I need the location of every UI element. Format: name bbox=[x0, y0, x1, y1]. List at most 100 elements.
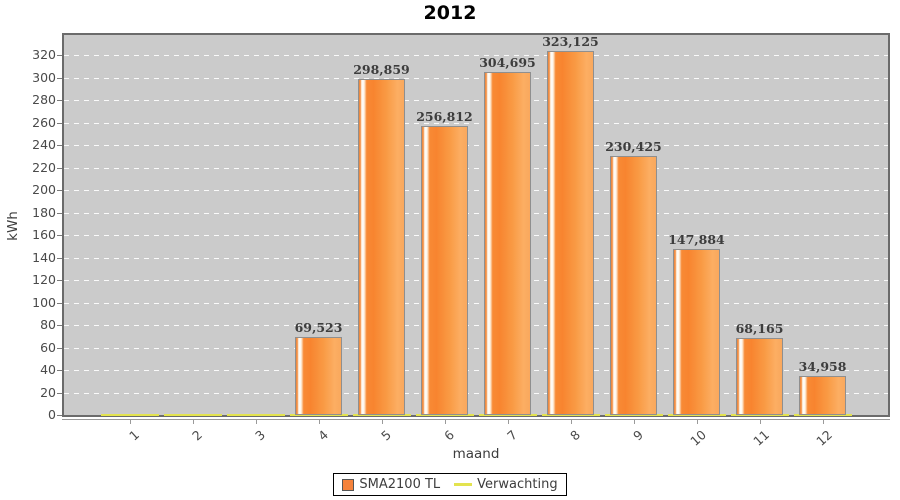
bar-month-12 bbox=[799, 376, 846, 415]
verwachting-segment bbox=[793, 414, 852, 416]
verwachting-segment bbox=[226, 414, 285, 416]
gridline-y260 bbox=[64, 122, 888, 124]
y-tick-mark bbox=[57, 392, 62, 394]
x-axis-title: maand bbox=[452, 446, 500, 462]
gridline-y160 bbox=[64, 235, 888, 236]
y-tick-label: 200 bbox=[32, 182, 56, 197]
y-tick-mark bbox=[57, 77, 62, 79]
gridline-y220 bbox=[64, 167, 888, 169]
legend-label-sma2100: SMA2100 TL bbox=[359, 477, 441, 492]
bar-month-5 bbox=[358, 79, 405, 415]
y-tick-mark bbox=[57, 100, 62, 101]
verwachting-segment bbox=[478, 414, 537, 416]
bar-value-label: 298,859 bbox=[353, 62, 410, 77]
legend-box: SMA2100 TL Verwachting bbox=[333, 473, 567, 496]
y-tick-label: 140 bbox=[32, 249, 56, 265]
bar-series-swatch-icon bbox=[342, 478, 355, 491]
verwachting-segment bbox=[163, 414, 222, 416]
y-tick-label: 280 bbox=[32, 92, 56, 107]
gridline-y200 bbox=[64, 190, 888, 191]
bar-value-label: 68,165 bbox=[735, 321, 784, 336]
gridline-y180 bbox=[64, 212, 888, 214]
y-tick-label: 0 bbox=[48, 407, 56, 422]
verwachting-segment bbox=[667, 414, 726, 416]
y-tick-label: 100 bbox=[32, 294, 56, 310]
legend-item-sma2100: SMA2100 TL bbox=[342, 477, 440, 492]
y-tick-mark bbox=[57, 190, 62, 191]
line-series-swatch-icon bbox=[454, 483, 473, 486]
legend: SMA2100 TL Verwachting bbox=[0, 473, 900, 496]
y-tick-label: 120 bbox=[32, 272, 56, 287]
gridline-y300 bbox=[64, 77, 888, 79]
gridline-y280 bbox=[64, 100, 888, 101]
x-tick-mark bbox=[192, 420, 194, 424]
bar-value-label: 69,523 bbox=[294, 320, 343, 335]
y-tick-label: 240 bbox=[32, 137, 56, 152]
y-tick-label: 60 bbox=[40, 339, 56, 355]
bar-month-7 bbox=[484, 72, 531, 415]
gridline-y320 bbox=[64, 55, 888, 56]
y-tick-label: 180 bbox=[32, 204, 56, 220]
bar-month-9 bbox=[610, 156, 657, 415]
legend-item-verwachting: Verwachting bbox=[454, 477, 558, 492]
bar-month-10 bbox=[673, 249, 720, 415]
x-tick-mark bbox=[759, 420, 761, 424]
gridline-y240 bbox=[64, 145, 888, 146]
x-tick-mark bbox=[633, 420, 635, 424]
y-tick-label: 320 bbox=[32, 47, 56, 62]
y-tick-mark bbox=[57, 145, 62, 146]
verwachting-segment bbox=[415, 414, 474, 416]
bar-value-label: 323,125 bbox=[542, 34, 599, 49]
x-tick-mark bbox=[570, 420, 572, 424]
bar-month-11 bbox=[736, 338, 783, 415]
verwachting-segment bbox=[100, 414, 159, 416]
gridline-y80 bbox=[64, 325, 888, 326]
legend-label-verwachting: Verwachting bbox=[477, 477, 558, 492]
y-tick-mark bbox=[57, 370, 62, 371]
verwachting-segment bbox=[352, 414, 411, 416]
y-tick-label: 40 bbox=[40, 362, 56, 377]
x-tick-mark bbox=[318, 420, 320, 424]
verwachting-segment bbox=[289, 414, 348, 416]
y-tick-mark bbox=[57, 302, 62, 304]
gridline-y100 bbox=[64, 302, 888, 304]
verwachting-segment bbox=[541, 414, 600, 416]
y-tick-mark bbox=[57, 347, 62, 349]
bar-value-label: 34,958 bbox=[798, 359, 847, 374]
x-tick-mark bbox=[444, 420, 446, 424]
verwachting-segment bbox=[730, 414, 789, 416]
x-tick-mark bbox=[507, 420, 509, 424]
y-tick-mark bbox=[57, 415, 62, 416]
gridline-y120 bbox=[64, 280, 888, 281]
x-tick-mark bbox=[696, 420, 698, 424]
y-tick-mark bbox=[57, 122, 62, 124]
x-tick-mark bbox=[381, 420, 383, 424]
gridline-y60 bbox=[64, 347, 888, 349]
bar-value-label: 256,812 bbox=[416, 109, 473, 124]
x-tick-mark bbox=[822, 420, 824, 424]
bar-value-label: 147,884 bbox=[668, 232, 725, 247]
gridline-y20 bbox=[64, 392, 888, 394]
verwachting-segment bbox=[604, 414, 663, 416]
y-tick-label: 20 bbox=[40, 384, 56, 400]
bar-value-label: 304,695 bbox=[479, 55, 536, 70]
bar-value-label: 230,425 bbox=[605, 139, 662, 154]
y-tick-mark bbox=[57, 55, 62, 56]
chart-title: 2012 bbox=[423, 2, 477, 24]
y-tick-mark bbox=[57, 167, 62, 169]
x-axis-line bbox=[62, 419, 890, 420]
y-tick-mark bbox=[57, 212, 62, 214]
bar-month-8 bbox=[547, 51, 594, 415]
x-tick-mark bbox=[129, 420, 131, 424]
y-tick-label: 220 bbox=[32, 159, 56, 175]
gridline-y140 bbox=[64, 257, 888, 259]
y-tick-label: 80 bbox=[40, 317, 56, 332]
y-tick-mark bbox=[57, 280, 62, 281]
y-tick-label: 300 bbox=[32, 69, 56, 85]
y-tick-mark bbox=[57, 257, 62, 259]
x-tick-mark bbox=[255, 420, 257, 424]
y-tick-label: 160 bbox=[32, 227, 56, 242]
y-tick-mark bbox=[57, 235, 62, 236]
gridline-y40 bbox=[64, 370, 888, 371]
